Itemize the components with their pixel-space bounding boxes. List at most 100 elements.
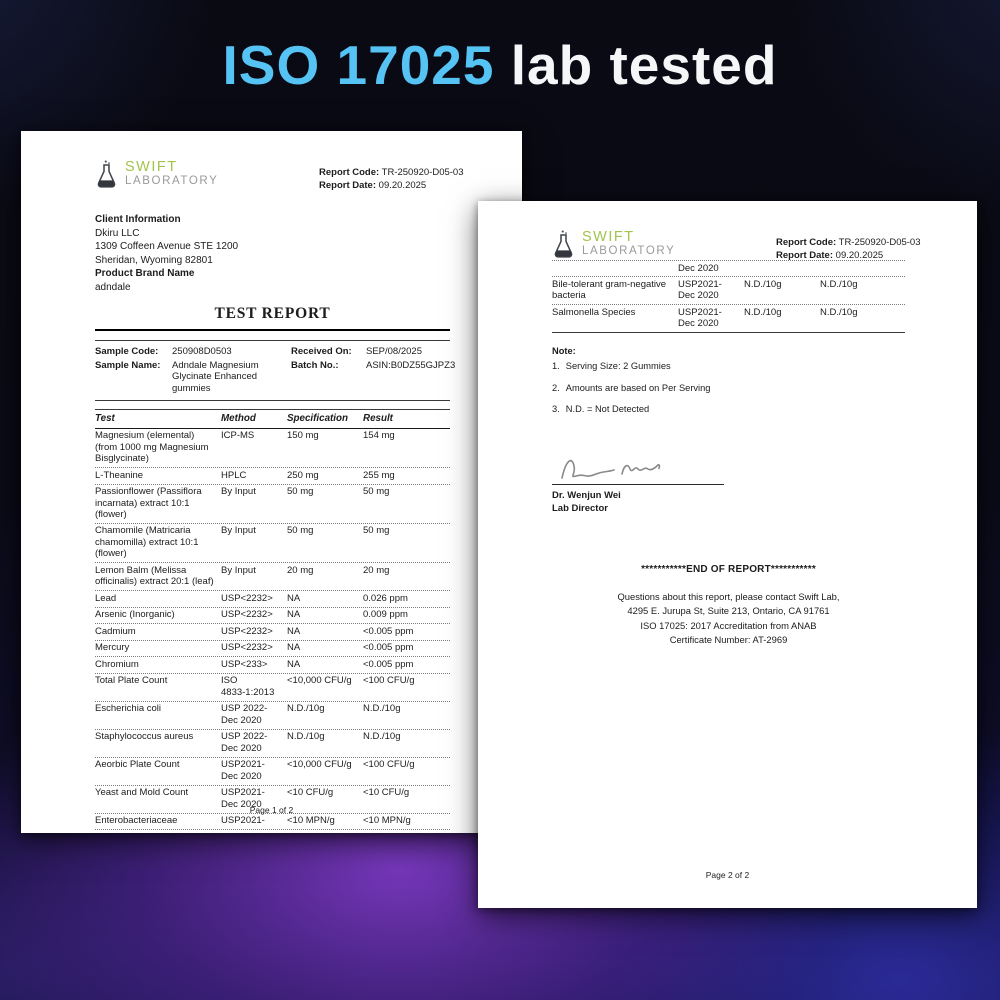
test-report-title: TEST REPORT — [95, 304, 450, 331]
cell-method: By Input — [221, 564, 256, 576]
cell-test: L-Theanine — [95, 469, 144, 481]
sample-name-label: Sample Name: — [95, 359, 161, 371]
note-item-number: 2. — [552, 382, 560, 393]
sample-name-value: Adndale Magnesium Glycinate Enhanced gum… — [172, 359, 259, 394]
contact-line: ISO 17025: 2017 Accreditation from ANAB — [640, 619, 817, 631]
report-code-label: Report Code: — [319, 167, 380, 178]
cell-result: <100 CFU/g — [363, 759, 415, 771]
banner-headline: ISO 17025 lab tested — [0, 33, 1000, 97]
report-code-value: TR-250920-D05-03 — [838, 237, 921, 248]
table-row: Bile-tolerant gram-negative bacteria USP2… — [552, 277, 905, 306]
cell-method: USP<233> — [221, 658, 268, 670]
report-code-label: Report Code: — [776, 237, 837, 248]
cell-method: USP<2232> — [221, 609, 273, 621]
cell-method: USP2021- Dec 2020 — [678, 278, 722, 302]
header-result: Result — [363, 412, 393, 424]
contact-line: Questions about this report, please cont… — [617, 590, 840, 602]
report-code-line: Report Code: TR-250920-D05-03 — [319, 166, 464, 179]
note-item-number: 3. — [552, 404, 560, 415]
cell-method: Dec 2020 — [678, 262, 719, 274]
table-row: Aeorbic Plate Count USP2021- Dec 2020 <10,… — [95, 758, 450, 786]
logo-brand-sub: LABORATORY — [582, 245, 676, 258]
table-row: Lemon Balm (Melissa officinalis) extract… — [95, 563, 450, 592]
cell-method: USP2021- Dec 2020 — [221, 759, 265, 782]
report-date-label: Report Date: — [319, 180, 377, 192]
headline-iso-text: ISO 17025 — [222, 34, 495, 96]
headline-rest-text: lab tested — [494, 34, 778, 96]
cell-method: USP2021- Dec 2020 — [221, 787, 265, 810]
contact-line: 4295 E. Jurupa St, Suite 213, Ontario, C… — [627, 605, 830, 617]
cell-test — [552, 263, 678, 274]
page-number: Page 2 of 2 — [705, 869, 750, 880]
cell-result: <0.005 ppm — [363, 658, 414, 670]
cell-test: Staphylococcus aureus — [95, 731, 194, 743]
header-test: Test — [95, 412, 115, 424]
cell-method: HPLC — [221, 469, 247, 481]
logo-brand-name: SWIFT — [125, 159, 178, 176]
cell-method: USP<2232> — [221, 625, 273, 637]
signature-line — [552, 483, 724, 485]
report-date-label: Report Date: — [776, 250, 834, 262]
cell-result: 154 mg — [363, 430, 395, 442]
report-code-line: Report Code: TR-250920-D05-03 — [776, 236, 921, 249]
sample-code-label: Sample Code: — [95, 345, 159, 357]
cell-method: USP2021- — [221, 815, 265, 827]
cell-spec: N.D./10g — [287, 731, 325, 743]
test-results-table-continued: Dec 2020 Bile-tolerant gram-negative bac… — [552, 260, 905, 334]
cell-test: Enterobacteriaceae — [95, 815, 178, 827]
page-2-content: SWIFT LABORATORY Report Code: TR-250920-… — [478, 201, 977, 908]
cell-method: ISO 4833-1:2013 — [221, 675, 275, 698]
contact-line: Certificate Number: AT-2969 — [669, 634, 788, 646]
cell-spec: 250 mg — [287, 469, 319, 481]
note-item: 2. Amounts are based on Per Serving — [552, 382, 905, 395]
signer-name: Dr. Wenjun Wei — [552, 489, 621, 501]
cell-result: N.D./10g — [363, 731, 401, 743]
table-row: Magnesium (elemental) (from 1000 mg Magn… — [95, 429, 450, 469]
header-specification: Specification — [287, 412, 348, 424]
note-heading: Note: — [552, 346, 576, 357]
report-meta: Report Code: TR-250920-D05-03 Report Dat… — [776, 236, 921, 263]
signature-icon — [561, 459, 661, 479]
page-number: Page 1 of 2 — [249, 804, 294, 815]
swift-laboratory-logo: SWIFT LABORATORY — [552, 228, 905, 260]
cell-method: USP 2022- Dec 2020 — [221, 731, 268, 754]
cell-test: Passionflower (Passiflora incarnata) ext… — [95, 486, 202, 520]
contact-block: Questions about this report, please cont… — [552, 590, 905, 648]
lab-report-page-2: SWIFT LABORATORY Report Code: TR-250920-… — [478, 201, 977, 908]
cell-method: By Input — [221, 525, 256, 537]
received-on-value: SEP/08/2025 — [366, 345, 422, 357]
cell-spec: <10,000 CFU/g — [287, 675, 352, 687]
cell-test: Lead — [95, 592, 117, 604]
cell-result: 255 mg — [363, 469, 395, 481]
client-address-2: Sheridan, Wyoming 82801 — [95, 254, 213, 266]
report-date-line: Report Date: 09.20.2025 — [776, 249, 921, 262]
report-date-line: Report Date: 09.20.2025 — [319, 179, 464, 192]
note-item-text: Amounts are based on Per Serving — [565, 382, 711, 393]
flask-icon — [554, 230, 573, 258]
table-row: Passionflower (Passiflora incarnata) ext… — [95, 485, 450, 524]
cell-test: Salmonella Species — [552, 306, 636, 318]
cell-result: 0.009 ppm — [363, 609, 408, 621]
cell-spec — [744, 263, 820, 274]
note-item: 1. Serving Size: 2 Gummies — [552, 360, 905, 373]
flask-icon — [97, 160, 116, 188]
client-information: Client Information Dkiru LLC 1309 Coffee… — [95, 213, 450, 294]
client-info-heading: Client Information — [95, 214, 181, 225]
lab-report-page-1: SWIFT LABORATORY Report Code: TR-250920-… — [21, 131, 522, 833]
cell-spec: N.D./10g — [744, 306, 782, 318]
cell-result — [820, 263, 905, 274]
report-date-value: 09.20.2025 — [835, 250, 884, 262]
cell-method: USP 2022- Dec 2020 — [221, 703, 268, 726]
batch-no-value: ASIN:B0DZ55GJPZ3 — [366, 359, 456, 371]
table-row: Enterobacteriaceae USP2021- <10 MPN/g <10 M… — [95, 814, 450, 831]
header-method: Method — [221, 412, 256, 424]
note-item-text: N.D. = Not Detected — [565, 404, 650, 415]
cell-result: 50 mg — [363, 525, 390, 537]
cell-spec: <10 MPN/g — [287, 815, 335, 827]
table-header-row: Test Method Specification Result — [95, 409, 450, 429]
swift-laboratory-logo: SWIFT LABORATORY — [95, 158, 450, 190]
cell-spec: N.D./10g — [287, 703, 325, 715]
cell-result: <10 CFU/g — [363, 787, 410, 799]
cell-method: USP<2232> — [221, 592, 273, 604]
cell-test: Yeast and Mold Count — [95, 787, 189, 799]
